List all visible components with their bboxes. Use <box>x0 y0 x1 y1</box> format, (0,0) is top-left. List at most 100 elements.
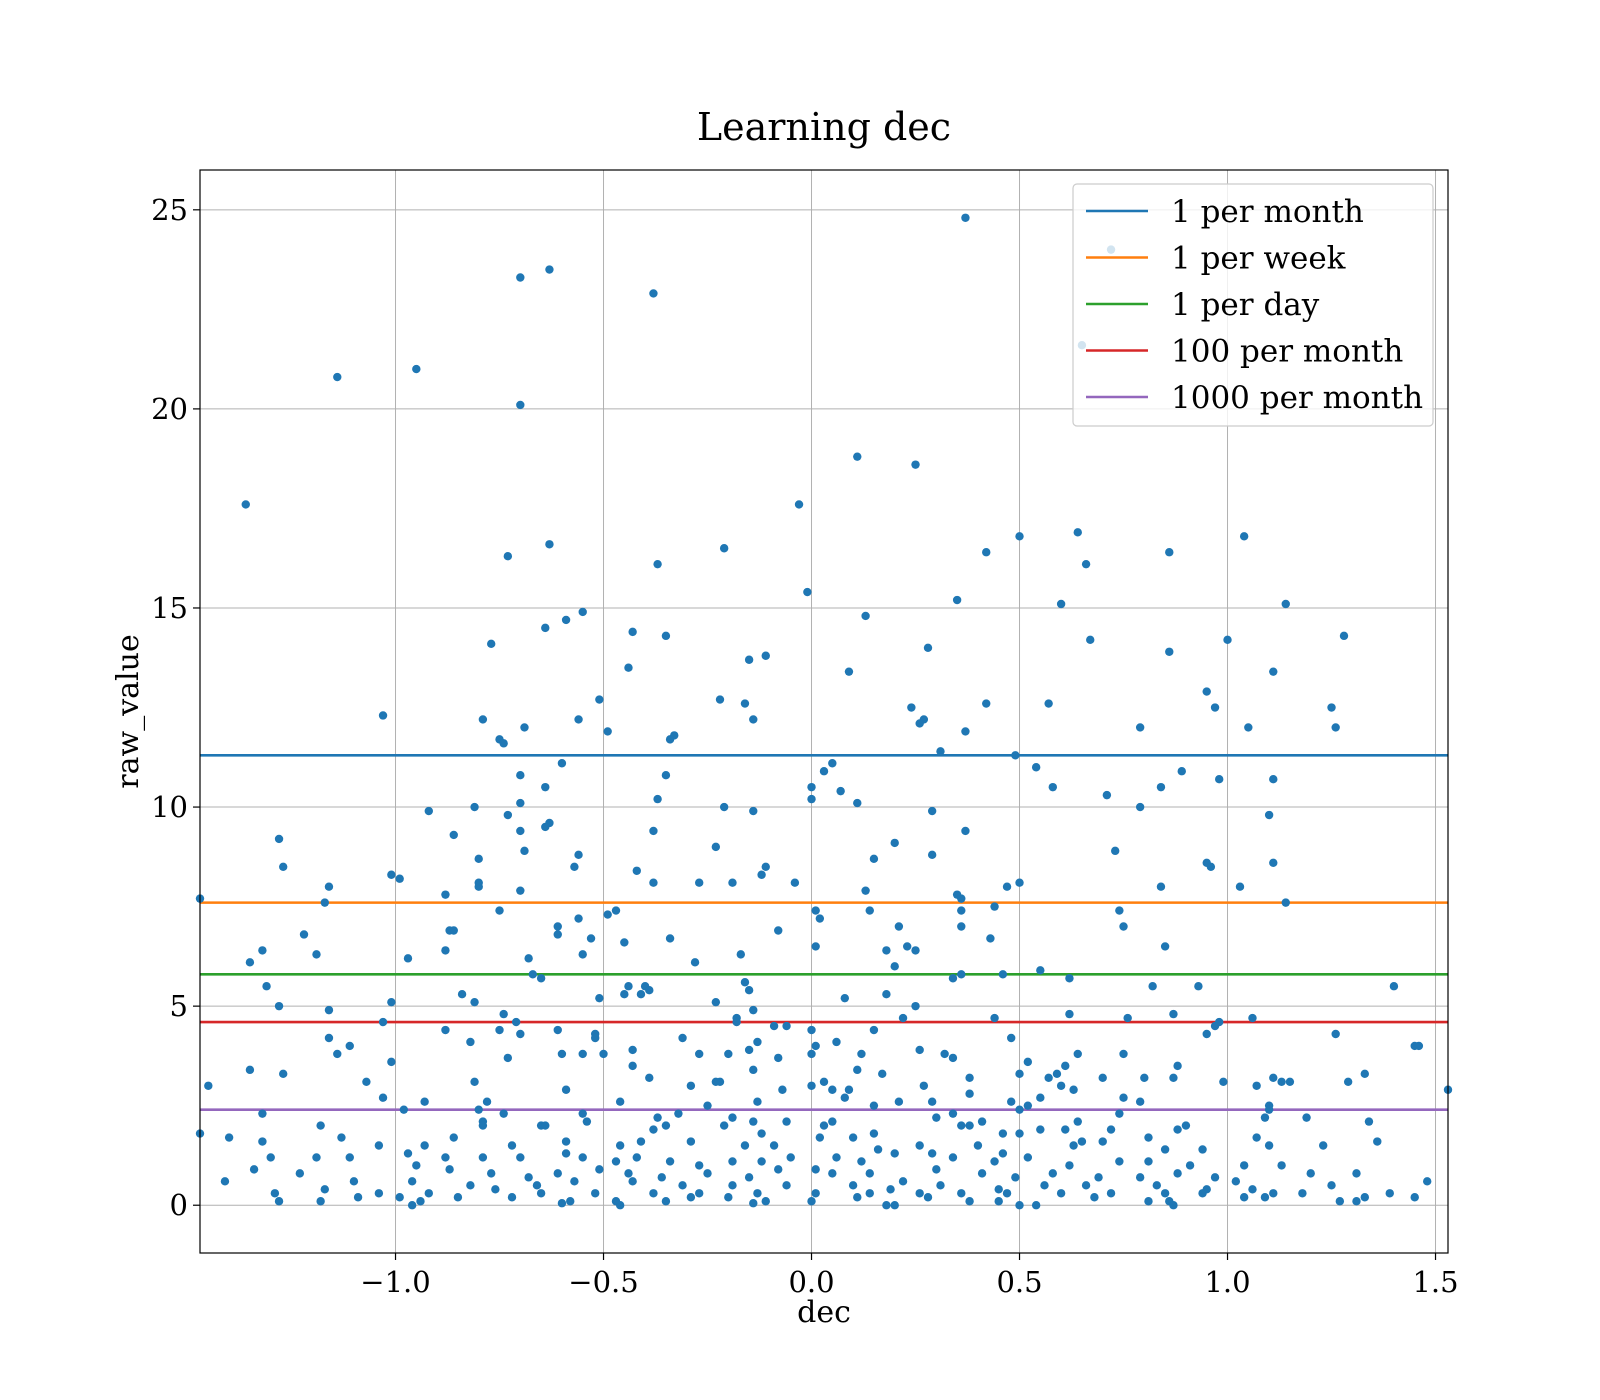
data-point <box>811 942 820 951</box>
plot-frame <box>199 169 1449 1254</box>
data-point <box>561 1137 571 1146</box>
data-point <box>628 1061 637 1071</box>
data-point <box>507 1193 517 1202</box>
x-axis-label: dec <box>797 1295 851 1330</box>
data-point <box>911 946 920 955</box>
data-point <box>387 1057 396 1067</box>
data-point <box>503 810 513 820</box>
legend-label: 1000 per month <box>1171 380 1423 416</box>
data-point <box>499 1109 508 1118</box>
data-point <box>1007 1033 1016 1043</box>
data-point <box>719 802 729 812</box>
data-point <box>774 926 783 935</box>
data-point <box>316 1121 325 1130</box>
data-point <box>936 1181 945 1190</box>
data-point <box>1373 1137 1382 1146</box>
data-point <box>524 954 533 963</box>
data-point <box>665 1157 675 1166</box>
data-point <box>923 1193 933 1202</box>
x-tick-label: 1.0 <box>1204 1265 1250 1299</box>
data-point <box>632 866 641 875</box>
data-point <box>1073 528 1082 537</box>
data-point <box>1169 1009 1178 1019</box>
data-point <box>869 1101 879 1110</box>
data-point <box>661 1121 671 1130</box>
data-point <box>1123 1013 1132 1023</box>
data-point <box>661 631 671 641</box>
data-point <box>815 1133 825 1142</box>
data-point <box>511 1017 521 1027</box>
data-point <box>570 862 579 871</box>
data-point <box>811 1165 820 1174</box>
data-point <box>274 1197 284 1206</box>
data-point <box>574 715 583 724</box>
data-point <box>1015 878 1024 887</box>
data-point <box>903 942 912 951</box>
data-point <box>728 1113 737 1122</box>
data-point <box>749 1065 758 1075</box>
data-point <box>1169 1201 1178 1210</box>
data-point <box>1073 1049 1082 1059</box>
data-point <box>965 1121 974 1130</box>
data-point <box>1206 862 1216 871</box>
data-point <box>948 974 958 983</box>
data-point <box>1385 1189 1394 1198</box>
data-point <box>636 989 646 999</box>
y-tick-label: 15 <box>151 591 188 625</box>
data-point <box>1023 1153 1033 1162</box>
data-point <box>828 1117 837 1126</box>
data-point <box>295 1169 305 1178</box>
data-point <box>865 1189 874 1198</box>
data-point <box>873 1145 883 1154</box>
data-point <box>1219 1077 1228 1086</box>
data-point <box>1165 548 1174 557</box>
data-point <box>1302 1113 1311 1122</box>
data-point <box>541 1121 550 1130</box>
data-point <box>965 1197 974 1206</box>
data-point <box>711 997 721 1007</box>
data-point <box>782 1021 791 1031</box>
data-point <box>832 1153 841 1162</box>
legend-label: 1 per day <box>1171 287 1320 323</box>
data-point <box>994 1185 1003 1194</box>
data-point <box>998 1149 1008 1158</box>
data-point <box>557 759 567 768</box>
data-point <box>948 1053 958 1063</box>
data-point <box>703 1101 712 1110</box>
data-point <box>819 1121 829 1130</box>
data-point <box>869 854 879 864</box>
data-point <box>853 1193 862 1202</box>
data-point <box>1098 1137 1107 1146</box>
data-point <box>1277 1077 1286 1086</box>
data-point <box>961 826 970 836</box>
data-point <box>1210 1173 1220 1182</box>
data-point <box>545 540 554 549</box>
data-point <box>1115 1157 1124 1166</box>
data-point <box>1269 1073 1278 1083</box>
data-point <box>403 954 413 963</box>
data-point <box>1069 1085 1078 1094</box>
data-point <box>1065 974 1074 983</box>
data-point <box>790 878 800 887</box>
data-point <box>749 715 758 724</box>
data-point <box>591 1033 600 1043</box>
data-point <box>478 715 488 724</box>
data-point <box>695 1161 704 1170</box>
data-point <box>982 548 991 557</box>
data-point <box>258 1137 267 1146</box>
data-point <box>1061 1061 1070 1071</box>
data-point <box>715 695 725 704</box>
data-point <box>1094 1173 1103 1182</box>
data-point <box>807 1197 816 1206</box>
data-point <box>1056 1189 1066 1198</box>
data-point <box>333 1049 342 1059</box>
data-point <box>965 1073 974 1083</box>
data-point <box>1260 1193 1270 1202</box>
data-point <box>204 1081 213 1090</box>
data-point <box>811 906 820 915</box>
data-point <box>570 1177 579 1186</box>
data-point <box>374 1141 384 1150</box>
data-point <box>1198 1145 1207 1154</box>
data-point <box>1360 1193 1370 1202</box>
